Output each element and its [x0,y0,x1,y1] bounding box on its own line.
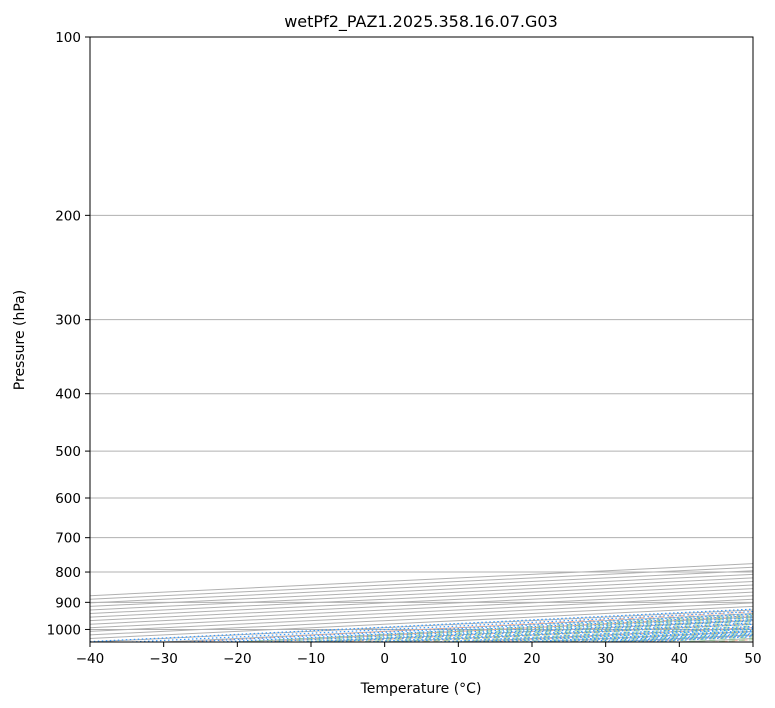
isotherm-line [458,627,753,642]
isotherm-line [752,641,753,642]
moist-adiabat-line [679,637,753,642]
isotherm-line [90,605,753,639]
x-tick-label: −20 [223,651,252,667]
isotherm-line [384,623,753,642]
y-tick-label: 100 [55,30,81,46]
y-tick-label: 200 [55,208,81,224]
isotherm-line [90,588,753,622]
moist-adiabat-line [473,627,753,642]
mixing-ratio-line [467,627,753,642]
isotherm-line [90,566,753,600]
isotherm-line [90,591,753,625]
dry-adiabat-line [487,627,753,642]
moist-adiabat-line [296,617,753,642]
y-axis-label: Pressure (hPa) [12,290,28,390]
mixing-ratio-line [299,619,753,642]
isotherm-line [90,573,753,607]
moist-adiabat-line [414,623,753,642]
background-lines [90,37,753,642]
isotherm-line [90,563,753,597]
y-tick-label: 500 [55,444,81,460]
isotherm-line [90,580,753,615]
moist-adiabat-line [561,631,753,642]
x-axis-label: Temperature (°C) [360,681,482,697]
isotherm-line [90,570,753,604]
mixing-ratio-line [131,610,753,642]
isotherm-line [90,609,753,642]
isotherm-line [163,613,753,642]
plot-frame [89,36,754,643]
moist-adiabat-line [443,625,753,642]
y-tick-label: 700 [55,531,81,547]
y-tick-label: 900 [55,595,81,611]
x-tick-label: −10 [297,651,326,667]
x-tick-label: 0 [380,651,389,667]
isotherm-line [90,595,753,629]
y-tick-label: 300 [55,313,81,329]
moist-adiabat-line [237,614,753,642]
y-tick-label: 400 [55,387,81,403]
dry-adiabat-line [636,635,753,642]
dry-adiabat-line [338,619,753,642]
moist-adiabat-line [325,618,753,642]
x-tick-label: 30 [597,651,614,667]
x-axis: −40 −30 −20 −10 0 10 20 30 40 50 [76,642,762,667]
x-tick-label: −40 [76,651,105,667]
dry-adiabat-line [711,639,753,642]
y-tick-label: 800 [55,565,81,581]
isotherm-line [90,584,753,618]
moist-adiabat-line [266,615,753,642]
dry-adiabat-line [562,631,753,642]
moist-adiabat-line [502,628,753,642]
y-tick-label: 1000 [47,622,81,638]
x-tick-label: 10 [450,651,467,667]
moist-adiabat-line [708,639,753,642]
y-axis: 100 200 300 400 500 600 700 800 900 1000 [47,30,90,638]
isotherm-line [90,577,753,611]
moist-adiabat-line [531,630,753,642]
isotherm-line [531,630,753,642]
chart-title: wetPf2_PAZ1.2025.358.16.07.G03 [284,12,558,32]
moist-adiabat-line [590,633,753,642]
x-tick-label: −30 [149,651,178,667]
dry-adiabat-line [263,615,753,642]
x-tick-label: 50 [744,651,761,667]
isotherm-line [237,616,753,642]
isotherm-line [90,602,753,636]
moist-adiabat-line [620,634,753,642]
x-tick-label: 20 [523,651,540,667]
isotherm-line [90,598,753,632]
x-tick-label: 40 [671,651,688,667]
dry-adiabat-line [412,623,753,642]
isotherm-line [605,634,753,642]
moist-adiabat-line [649,636,753,642]
isotherm-line [310,620,753,642]
dry-adiabat-line [188,611,753,642]
moist-adiabat-line [355,620,753,642]
y-tick-label: 600 [55,491,81,507]
isotherm-line [679,637,753,642]
moist-adiabat-line [384,622,753,642]
